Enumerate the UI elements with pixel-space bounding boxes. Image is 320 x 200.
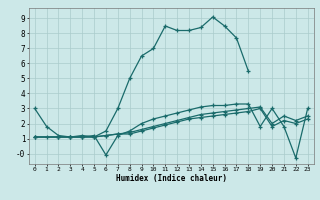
X-axis label: Humidex (Indice chaleur): Humidex (Indice chaleur) [116, 174, 227, 183]
